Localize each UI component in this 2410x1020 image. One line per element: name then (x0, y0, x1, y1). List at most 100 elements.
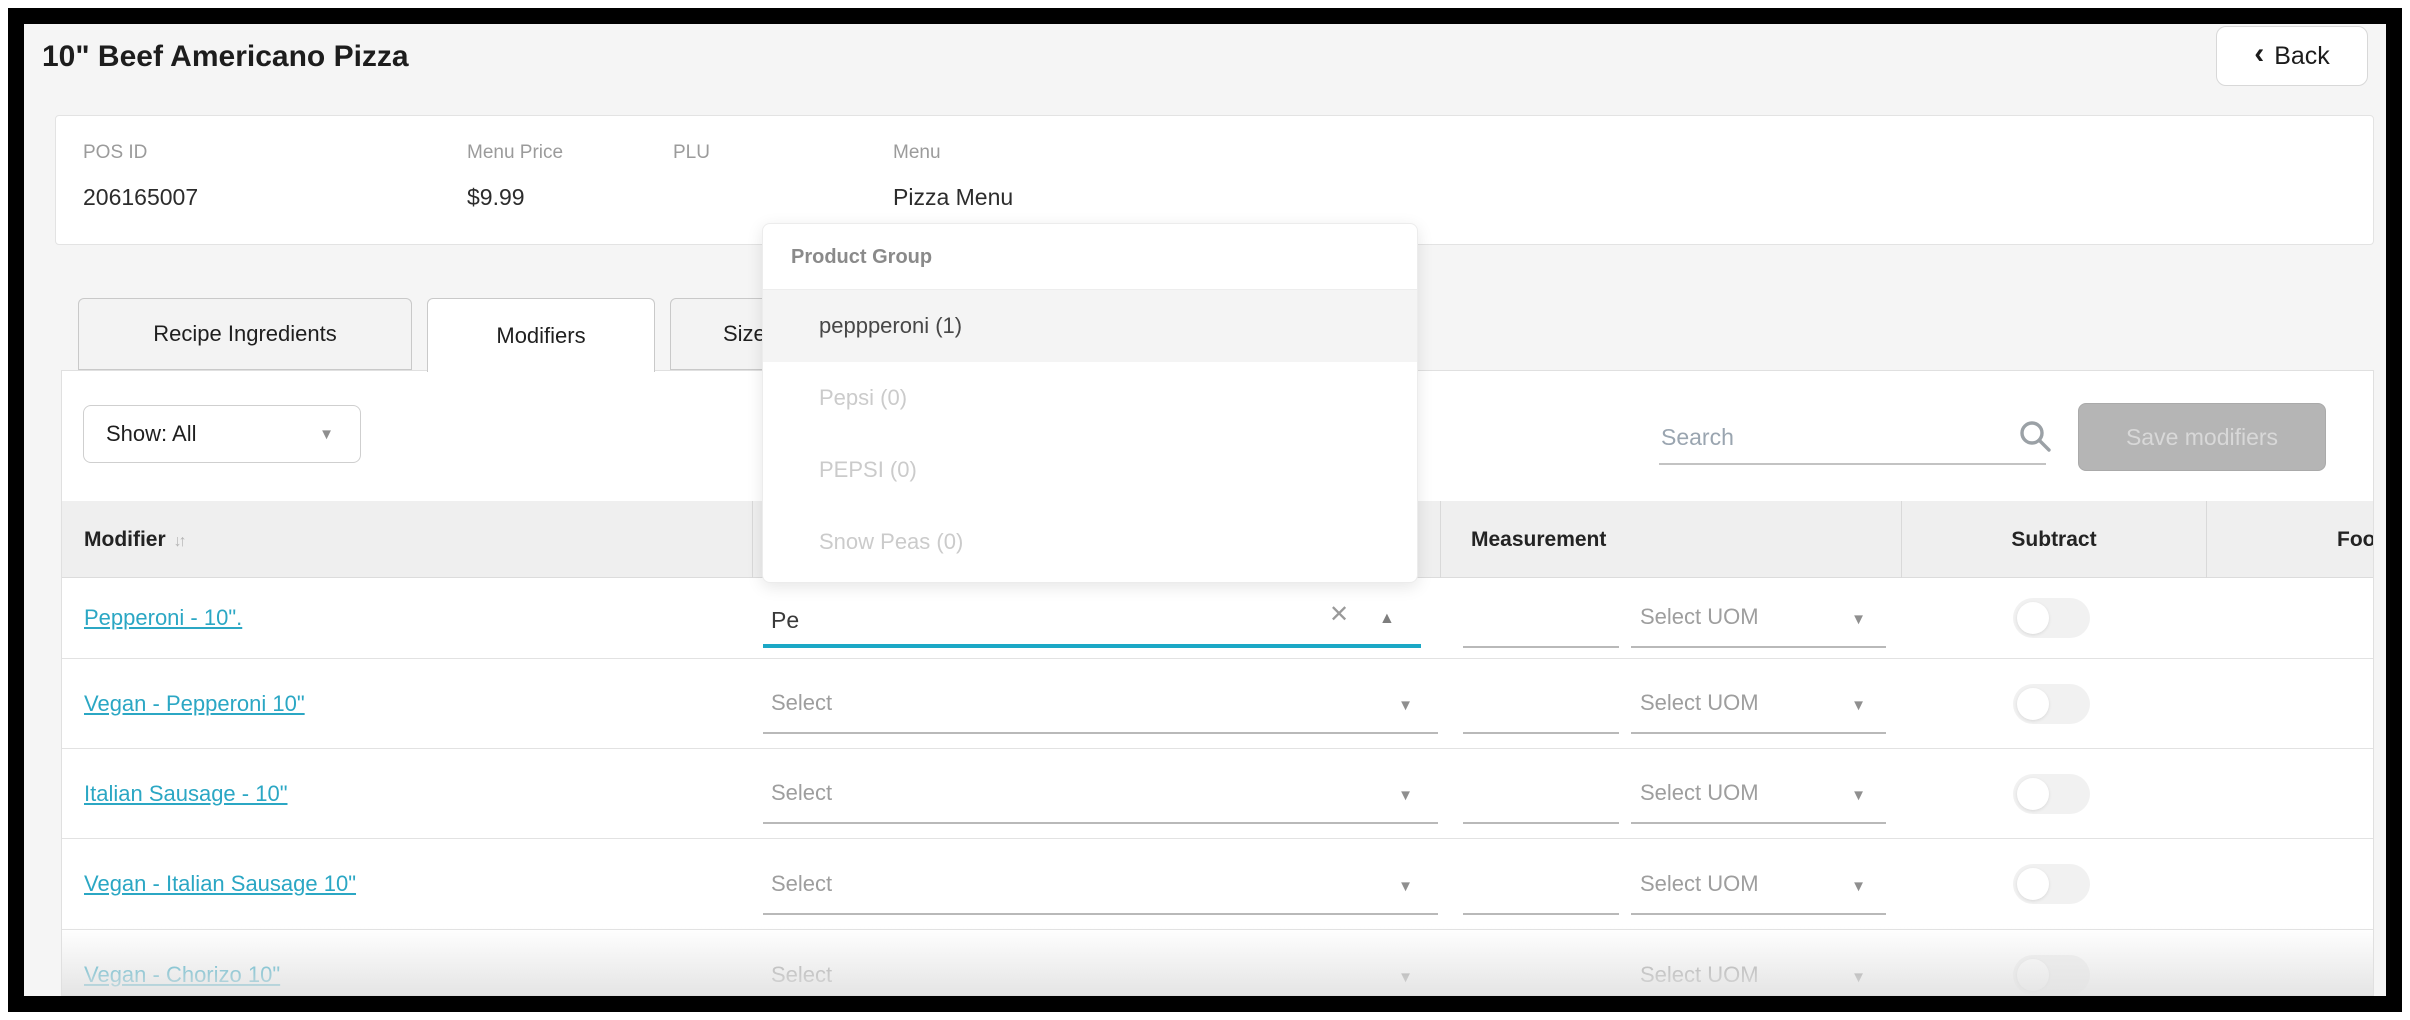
select-placeholder: Select (771, 962, 833, 987)
page-title: 10" Beef Americano Pizza (42, 40, 409, 73)
toggle-knob (2017, 868, 2049, 900)
search-input[interactable] (1661, 417, 1991, 457)
uom-select[interactable]: Select UOM ▼ (1631, 857, 1886, 915)
measurement-amount-input[interactable] (1463, 684, 1619, 732)
chevron-down-icon: ▼ (1398, 697, 1413, 714)
subtract-toggle[interactable] (2013, 955, 2090, 995)
measurement-amount-field[interactable] (1463, 684, 1619, 734)
subtract-toggle[interactable] (2013, 774, 2090, 814)
product-group-dropdown: Product Group peppperoni (1) Pepsi (0) P… (762, 223, 1418, 583)
uom-select[interactable]: Select UOM ▼ (1631, 676, 1886, 734)
measurement-amount-field[interactable] (1463, 956, 1619, 995)
column-header-measurement: Measurement (1441, 501, 1902, 578)
uom-placeholder: Select UOM (1640, 962, 1759, 987)
column-header-food-cost: Food Cost (2207, 501, 2373, 578)
show-filter-value: Show: All (106, 421, 197, 446)
product-group-select[interactable]: Select ▼ (763, 766, 1438, 824)
chevron-down-icon: ▼ (1398, 969, 1413, 986)
tab-recipe-ingredients-label: Recipe Ingredients (153, 321, 337, 346)
uom-select[interactable]: Select UOM ▼ (1631, 590, 1886, 648)
dropdown-group-header: Product Group (763, 224, 1417, 290)
back-button[interactable]: ‹ Back (2216, 26, 2368, 86)
chevron-down-icon: ▼ (1398, 878, 1413, 895)
uom-placeholder: Select UOM (1640, 690, 1759, 715)
table-row: Italian Sausage - 10" Select ▼ Select UO… (62, 749, 2373, 839)
clear-icon[interactable]: ✕ (1329, 601, 1350, 628)
show-filter-select[interactable]: Show: All ▼ (83, 405, 361, 463)
measurement-amount-input[interactable] (1463, 774, 1619, 822)
select-placeholder: Select (771, 871, 833, 896)
tab-recipe-ingredients[interactable]: Recipe Ingredients (78, 298, 412, 370)
measurement-amount-field[interactable] (1463, 598, 1619, 648)
subtract-toggle[interactable] (2013, 684, 2090, 724)
modifier-link[interactable]: Vegan - Chorizo 10" (84, 962, 281, 987)
chevron-up-icon[interactable]: ▲ (1379, 610, 1395, 627)
chevron-down-icon: ▼ (1851, 969, 1866, 986)
save-modifiers-button[interactable]: Save modifiers (2078, 403, 2326, 471)
uom-select[interactable]: Select UOM ▼ (1631, 766, 1886, 824)
measurement-amount-field[interactable] (1463, 774, 1619, 824)
modifier-header-label: Modifier (84, 528, 166, 551)
dropdown-option-pepsi-caps: PEPSI (0) (819, 457, 917, 482)
chevron-down-icon: ▼ (1851, 878, 1866, 895)
product-group-select[interactable]: Select ▼ (763, 676, 1438, 734)
pos-id-label: POS ID (83, 142, 148, 163)
menu-value: Pizza Menu (893, 184, 1014, 210)
chevron-down-icon: ▼ (1851, 697, 1866, 714)
search-icon (2020, 421, 2051, 452)
tab-modifiers-label: Modifiers (496, 322, 586, 348)
chevron-down-icon: ▼ (1851, 611, 1866, 628)
uom-placeholder: Select UOM (1640, 780, 1759, 805)
product-group-select[interactable]: Select ▼ (763, 857, 1438, 915)
modifier-link[interactable]: Italian Sausage - 10" (84, 780, 288, 806)
chevron-down-icon: ▼ (1851, 787, 1866, 804)
menu-label: Menu (893, 142, 941, 163)
uom-placeholder: Select UOM (1640, 871, 1759, 896)
subtract-toggle[interactable] (2013, 598, 2090, 638)
product-group-combobox: ✕ ▲ (763, 590, 1421, 648)
dropdown-option-pepsi: Pepsi (0) (819, 385, 908, 410)
chevron-left-icon: ‹ (2254, 37, 2265, 70)
food-cost-header-label: Food Cost (2337, 528, 2373, 551)
select-placeholder: Select (771, 690, 833, 715)
tab-size-label: Size (723, 321, 766, 346)
chevron-down-icon: ▼ (1398, 787, 1413, 804)
measurement-amount-input[interactable] (1463, 956, 1619, 995)
measurement-amount-input[interactable] (1463, 865, 1619, 913)
dropdown-option-peppperoni[interactable]: peppperoni (1) (763, 290, 1417, 362)
product-group-input[interactable] (771, 600, 1291, 640)
window-frame: 10" Beef Americano Pizza ‹ Back POS ID 2… (8, 8, 2402, 1012)
measurement-amount-input[interactable] (1463, 598, 1619, 646)
chevron-down-icon: ▼ (319, 425, 334, 443)
column-header-product-group-hidden (753, 501, 1441, 578)
toggle-knob (2017, 602, 2049, 634)
uom-select[interactable]: Select UOM ▼ (1631, 948, 1886, 995)
table-row: Pepperoni - 10". ✕ ▲ Select UOM ▼ (62, 578, 2373, 659)
table-row: Vegan - Pepperoni 10" Select ▼ Select UO… (62, 659, 2373, 749)
toggle-knob (2017, 778, 2049, 810)
plu-label: PLU (673, 142, 710, 163)
pos-id-value: 206165007 (83, 184, 199, 210)
subtract-header-label: Subtract (2011, 528, 2097, 551)
tab-modifiers[interactable]: Modifiers (427, 298, 655, 372)
save-modifiers-label: Save modifiers (2125, 423, 2279, 450)
menu-price-value: $9.99 (467, 184, 525, 210)
dropdown-option-snow-peas: Snow Peas (0) (819, 529, 964, 554)
sort-icon: ↓↑ (173, 533, 187, 550)
measurement-amount-field[interactable] (1463, 865, 1619, 915)
measurement-header-label: Measurement (1471, 528, 1607, 551)
table-row: Vegan - Italian Sausage 10" Select ▼ Sel… (62, 839, 2373, 930)
uom-placeholder: Select UOM (1640, 604, 1759, 629)
column-header-modifier[interactable]: Modifier ↓↑ (62, 501, 753, 578)
search-field (1659, 409, 2051, 465)
column-header-subtract: Subtract (1902, 501, 2207, 578)
product-group-select[interactable]: Select ▼ (763, 948, 1438, 995)
select-placeholder: Select (771, 780, 833, 805)
toggle-knob (2017, 688, 2049, 720)
menu-price-label: Menu Price (467, 142, 564, 163)
subtract-toggle[interactable] (2013, 864, 2090, 904)
modifier-link[interactable]: Vegan - Italian Sausage 10" (84, 871, 357, 896)
modifier-link[interactable]: Pepperoni - 10". (84, 605, 243, 630)
modifier-link[interactable]: Vegan - Pepperoni 10" (84, 690, 305, 716)
